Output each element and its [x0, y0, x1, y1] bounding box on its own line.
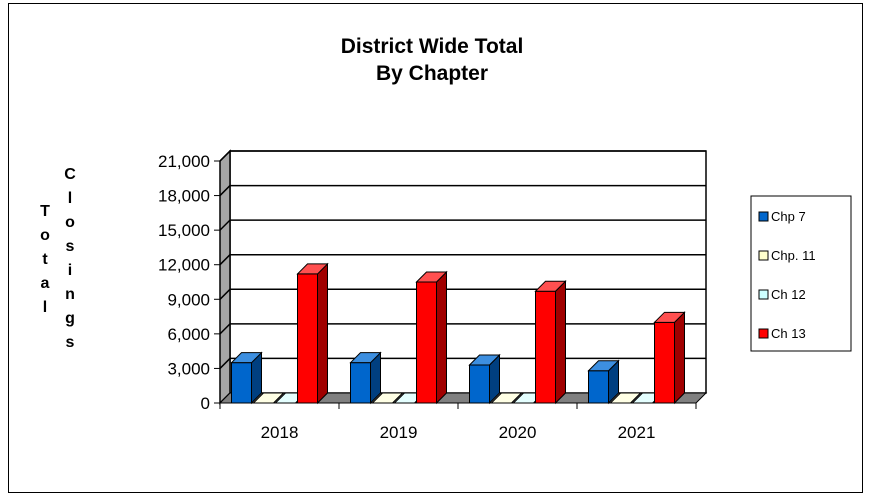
bar-top: [468, 354, 501, 366]
bar-top: [349, 352, 382, 364]
bar: [371, 392, 404, 404]
legend-label: Ch 13: [771, 326, 806, 341]
bar-side: [555, 280, 566, 405]
y-tick-label: 9,000: [167, 290, 210, 309]
bar-front: [469, 364, 490, 404]
bar-top: [415, 271, 448, 283]
bar-side: [436, 270, 447, 405]
bar: [252, 392, 285, 404]
bar-side: [317, 262, 328, 405]
chart-title-line-2: By Chapter: [376, 62, 488, 85]
legend-box: [750, 195, 852, 352]
gridline-diagonal: [219, 254, 231, 266]
chart-title: District Wide Total By Chapter: [341, 35, 524, 85]
y-tick-labels: 0 3,000 6,000 9,000 12,000 15,000 18,000 21,000: [158, 152, 210, 413]
legend-swatch: [758, 289, 769, 300]
bar-front: [231, 362, 252, 404]
bar: [490, 392, 523, 404]
bars: [230, 262, 686, 405]
legend-item: Ch 12: [758, 287, 806, 302]
bar-front: [588, 370, 609, 404]
legend-item: Chp. 11: [758, 248, 816, 263]
bar-top: [490, 392, 523, 404]
legend-item: Ch 13: [758, 326, 806, 341]
bar-top: [371, 392, 404, 404]
x-tick-label: 2021: [618, 423, 656, 442]
bar-top: [230, 352, 263, 364]
x-tick-labels: 2018 2019 2020 2021: [219, 403, 697, 442]
y-tick-label: 12,000: [158, 256, 210, 275]
gridline-diagonal: [219, 323, 231, 335]
bar: [468, 353, 501, 405]
y-tick-label: 3,000: [167, 359, 210, 378]
legend-swatch: [758, 211, 769, 222]
legend-label: Ch 12: [771, 287, 806, 302]
bar-top: [653, 311, 686, 323]
bar-top: [534, 280, 567, 292]
bar-side: [674, 311, 685, 405]
bar: [587, 359, 620, 405]
bar-top: [609, 392, 642, 404]
bar: [415, 270, 448, 405]
gridline-diagonal: [219, 288, 231, 300]
bar-front: [297, 273, 318, 404]
bar: [349, 351, 382, 405]
bar-chart: 0 3,000 6,000 9,000 12,000 15,000 18,000 21,000…: [40, 35, 852, 442]
legend: Chp 7 Chp. 11 Ch 12 Ch 13: [750, 195, 852, 352]
y-tick-label: 18,000: [158, 187, 210, 206]
chart-title-line-1: District Wide Total: [341, 35, 524, 58]
legend-label: Chp 7: [771, 209, 806, 224]
legend-item: Chp 7: [758, 209, 806, 224]
bar: [609, 392, 642, 404]
legend-swatch: [758, 250, 769, 261]
bar-front: [654, 321, 675, 404]
bar-top: [252, 392, 285, 404]
y-tick-label: 15,000: [158, 221, 210, 240]
legend-swatch: [758, 328, 769, 339]
side-wall: [219, 149, 231, 405]
gridline-diagonal: [219, 219, 231, 231]
bar-front: [535, 290, 556, 404]
chart-walls: [218, 149, 708, 405]
y-tick-label: 21,000: [158, 152, 210, 171]
x-tick-label: 2019: [380, 423, 418, 442]
bar: [534, 280, 567, 405]
bar-front: [416, 281, 437, 404]
bar-top: [587, 360, 620, 372]
y-tick-label: 6,000: [167, 325, 210, 344]
gridline-diagonal: [219, 185, 231, 197]
y-tick-label: 0: [201, 394, 210, 413]
bar-top: [296, 263, 329, 275]
bar: [296, 262, 329, 405]
gridline-diagonal: [219, 150, 231, 162]
x-tick-label: 2018: [261, 423, 299, 442]
bar: [653, 311, 686, 405]
gridline-diagonal: [219, 357, 231, 369]
bar-front: [350, 362, 371, 404]
bar: [230, 351, 263, 405]
legend-label: Chp. 11: [771, 248, 816, 263]
x-tick-label: 2020: [499, 423, 537, 442]
